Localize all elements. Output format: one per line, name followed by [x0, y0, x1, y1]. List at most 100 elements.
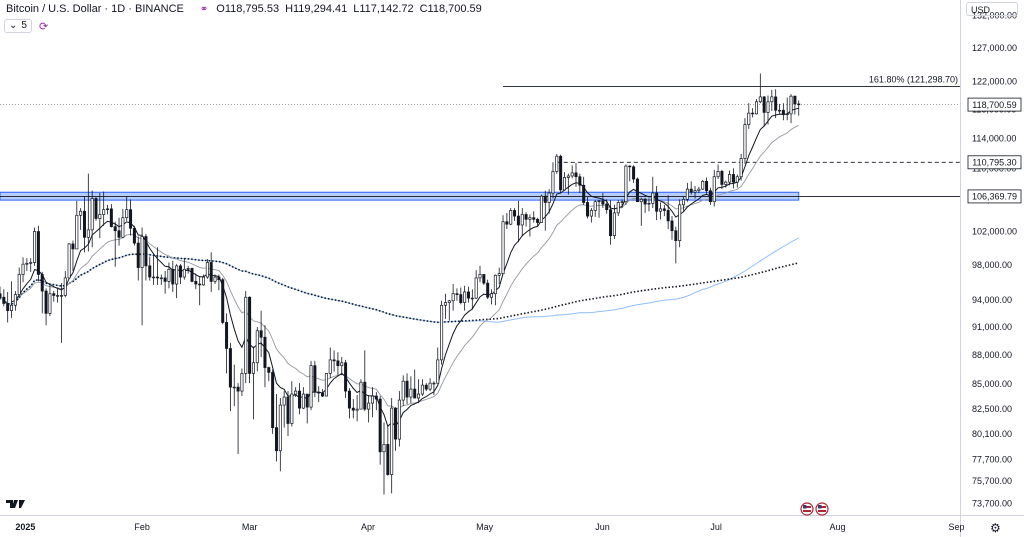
candle-body — [428, 382, 432, 390]
candle-body — [440, 304, 444, 361]
candle — [205, 259, 209, 279]
candle-body — [735, 176, 739, 183]
x-tick-label: Jul — [710, 522, 722, 532]
candle — [409, 376, 413, 404]
x-tick-label: Aug — [829, 522, 845, 532]
candle — [747, 103, 751, 129]
candle — [351, 399, 355, 419]
candle — [493, 274, 497, 306]
gear-icon[interactable]: ⚙ — [990, 521, 1001, 535]
candle — [363, 350, 367, 412]
candle-body — [609, 209, 613, 236]
candle-body — [29, 262, 33, 264]
candle-body — [674, 230, 678, 241]
candle — [355, 395, 359, 422]
candle — [106, 204, 110, 215]
candle — [298, 383, 302, 415]
candle-body — [251, 362, 255, 374]
candle — [109, 204, 113, 228]
candle-body — [520, 214, 524, 226]
candle-body — [217, 276, 221, 281]
symbol-title[interactable]: Bitcoin / U.S. Dollar · 1D · BINANCE — [6, 3, 184, 15]
candle-body — [129, 209, 133, 229]
candle — [720, 169, 724, 190]
candle — [539, 194, 543, 223]
symbol-header: Bitcoin / U.S. Dollar · 1D · BINANCE ⚭ O… — [6, 3, 482, 15]
candle-body — [175, 265, 179, 285]
refresh-icon[interactable]: ⟳ — [38, 20, 49, 33]
candle — [40, 271, 44, 314]
sma-blue-line — [0, 237, 799, 323]
candle — [359, 379, 363, 410]
y-tick-label: 91,000.00 — [972, 322, 1012, 332]
candle-body — [67, 243, 71, 279]
candle-body — [728, 174, 732, 183]
candle — [255, 327, 259, 372]
candle-body — [708, 190, 712, 203]
candle — [708, 187, 712, 205]
candle — [221, 277, 225, 325]
candle — [605, 199, 609, 214]
candle — [432, 381, 436, 396]
candle-body — [589, 210, 593, 217]
candle-body — [178, 265, 182, 278]
high-value: H119,294.41 — [285, 3, 348, 15]
candle — [194, 273, 198, 290]
candle-body — [317, 391, 321, 394]
candle-body — [90, 198, 94, 231]
candle — [693, 186, 697, 199]
candle-body — [52, 293, 56, 296]
ema-slow-line — [18, 124, 799, 410]
candle-body — [635, 178, 639, 203]
candle-body — [781, 109, 785, 115]
indicator-row: ⌄ 5 ⟳ — [4, 19, 48, 33]
candle-body — [305, 393, 309, 408]
candle-body — [778, 109, 782, 112]
candle-body — [355, 408, 359, 411]
candle-body — [401, 380, 405, 401]
candle — [490, 289, 494, 305]
candle-body — [117, 230, 121, 238]
candle-body — [363, 381, 367, 410]
candle — [601, 193, 605, 209]
candle-body — [528, 217, 532, 220]
indicators-toggle[interactable]: ⌄ 5 — [4, 19, 32, 33]
currency-selector[interactable]: USD — [966, 2, 1018, 16]
candle — [520, 208, 524, 237]
candle — [501, 215, 505, 275]
candle — [424, 383, 428, 392]
candle-body — [639, 198, 643, 203]
candle — [159, 274, 163, 285]
candle — [682, 196, 686, 211]
candle-body — [202, 276, 206, 286]
candle-body — [547, 192, 551, 203]
sma-dotted-line — [0, 253, 799, 324]
x-tick-label: Mar — [242, 522, 258, 532]
candle — [593, 200, 597, 217]
candle-body — [789, 95, 793, 115]
candle-body — [386, 444, 390, 475]
candle-body — [443, 302, 447, 306]
candle-body — [290, 393, 294, 424]
candle — [44, 288, 48, 326]
candle-body — [747, 112, 751, 125]
candle — [259, 310, 263, 358]
candle-body — [582, 184, 586, 203]
candle — [559, 154, 563, 194]
candle — [463, 285, 467, 311]
candle-body — [340, 362, 344, 366]
candle-body — [121, 217, 125, 238]
candle-body — [274, 427, 278, 452]
candle-body — [271, 372, 275, 428]
candle-body — [25, 262, 29, 265]
candle-body — [459, 294, 463, 303]
candle-body — [113, 226, 117, 232]
candle — [209, 252, 213, 292]
candle — [29, 258, 33, 272]
y-tick-label: 77,700.00 — [972, 454, 1012, 464]
candle — [79, 208, 83, 230]
candle-body — [378, 398, 382, 453]
link-icon[interactable]: ⚭ — [199, 3, 209, 15]
